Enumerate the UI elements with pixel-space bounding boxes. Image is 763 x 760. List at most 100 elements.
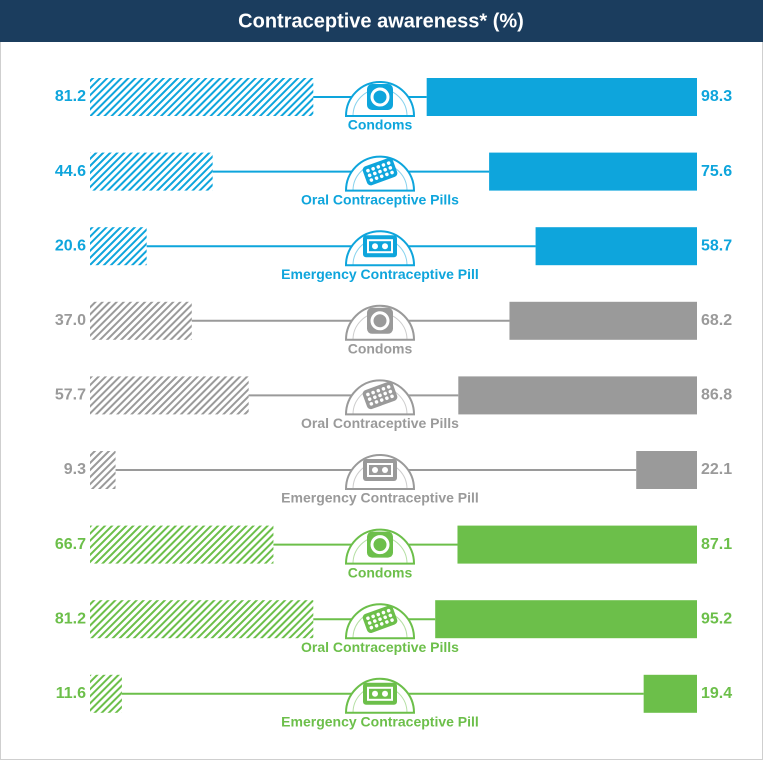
left-value-label: 44.6 (55, 163, 86, 180)
icon (388, 389, 393, 394)
icon (386, 385, 391, 389)
left-value-label: 57.7 (55, 387, 86, 404)
icon (367, 173, 372, 178)
category-label: Oral Contraceptive Pills (301, 191, 459, 207)
icon (382, 690, 388, 697)
icon (371, 614, 375, 619)
right-value-label: 75.6 (701, 163, 732, 180)
icon (385, 396, 389, 401)
left-bar (90, 451, 116, 489)
icon (373, 171, 377, 176)
left-bar (90, 78, 314, 116)
chart-title: Contraceptive awareness* (%) (238, 10, 524, 32)
icon (374, 400, 379, 404)
right-value-label: 68.2 (701, 312, 732, 329)
icon (381, 387, 386, 391)
right-bar (458, 376, 697, 415)
right-bar (509, 301, 697, 340)
category-label: Oral Contraceptive Pills (301, 639, 459, 655)
icon (385, 172, 389, 177)
icon (369, 625, 374, 630)
icon (366, 392, 370, 397)
icon (379, 622, 384, 626)
icon (366, 616, 370, 621)
left-bar (90, 600, 314, 639)
icon (386, 161, 391, 165)
right-bar (457, 525, 697, 564)
icon (379, 398, 384, 402)
icon (369, 178, 374, 182)
icon (379, 174, 384, 179)
icon (374, 176, 379, 180)
icon (369, 402, 374, 406)
icon (372, 243, 378, 250)
icon (370, 87, 390, 107)
icon (385, 620, 389, 624)
category-label: Condoms (348, 341, 413, 357)
left-value-label: 11.6 (56, 685, 86, 702)
icon (373, 395, 377, 400)
title-bar (0, 0, 763, 42)
left-bar (90, 301, 192, 340)
left-bar (90, 152, 213, 191)
icon (378, 393, 382, 398)
left-bar (90, 227, 147, 266)
icon (370, 311, 390, 331)
right-value-label: 87.1 (701, 536, 732, 553)
left-value-label: 81.2 (55, 88, 86, 105)
category-label: Emergency Contraceptive Pill (281, 714, 479, 730)
icon (367, 621, 372, 625)
left-value-label: 81.2 (55, 610, 86, 627)
icon (390, 170, 394, 175)
left-value-label: 9.3 (64, 461, 86, 478)
icon (373, 619, 377, 623)
icon (386, 608, 391, 613)
right-value-label: 58.7 (701, 237, 732, 254)
icon (371, 166, 375, 171)
right-value-label: 22.1 (701, 461, 732, 478)
category-label: Condoms (348, 117, 413, 133)
right-bar (643, 674, 697, 713)
icon (367, 463, 393, 477)
icon (388, 166, 393, 170)
icon (376, 388, 381, 393)
icon (390, 394, 394, 399)
right-bar (435, 600, 697, 639)
left-bar (90, 674, 122, 713)
category-label: Condoms (348, 564, 413, 580)
icon (383, 391, 387, 396)
right-value-label: 86.8 (701, 387, 732, 404)
icon (378, 617, 382, 622)
right-bar (426, 78, 697, 116)
left-value-label: 66.7 (55, 536, 86, 553)
right-bar (636, 451, 697, 489)
icon (383, 615, 387, 620)
icon (367, 397, 372, 401)
icon (382, 243, 388, 250)
category-label: Emergency Contraceptive Pill (281, 490, 479, 506)
left-bar (90, 376, 249, 415)
category-label: Emergency Contraceptive Pill (281, 266, 479, 282)
icon (382, 467, 388, 473)
right-value-label: 95.2 (701, 610, 732, 627)
icon (366, 168, 370, 173)
icon (372, 690, 378, 697)
icon (367, 686, 393, 701)
left-value-label: 37.0 (55, 312, 86, 329)
right-bar (489, 152, 697, 191)
icon (383, 167, 387, 172)
left-value-label: 20.6 (55, 237, 86, 254)
icon (376, 165, 381, 169)
right-value-label: 98.3 (701, 88, 732, 105)
icon (381, 610, 386, 615)
icon (367, 239, 393, 254)
icon (370, 535, 390, 555)
left-bar (90, 525, 274, 564)
icon (381, 163, 386, 167)
right-bar (535, 227, 697, 266)
icon (376, 612, 381, 617)
icon (388, 613, 393, 618)
icon (371, 390, 375, 395)
icon (372, 467, 378, 473)
